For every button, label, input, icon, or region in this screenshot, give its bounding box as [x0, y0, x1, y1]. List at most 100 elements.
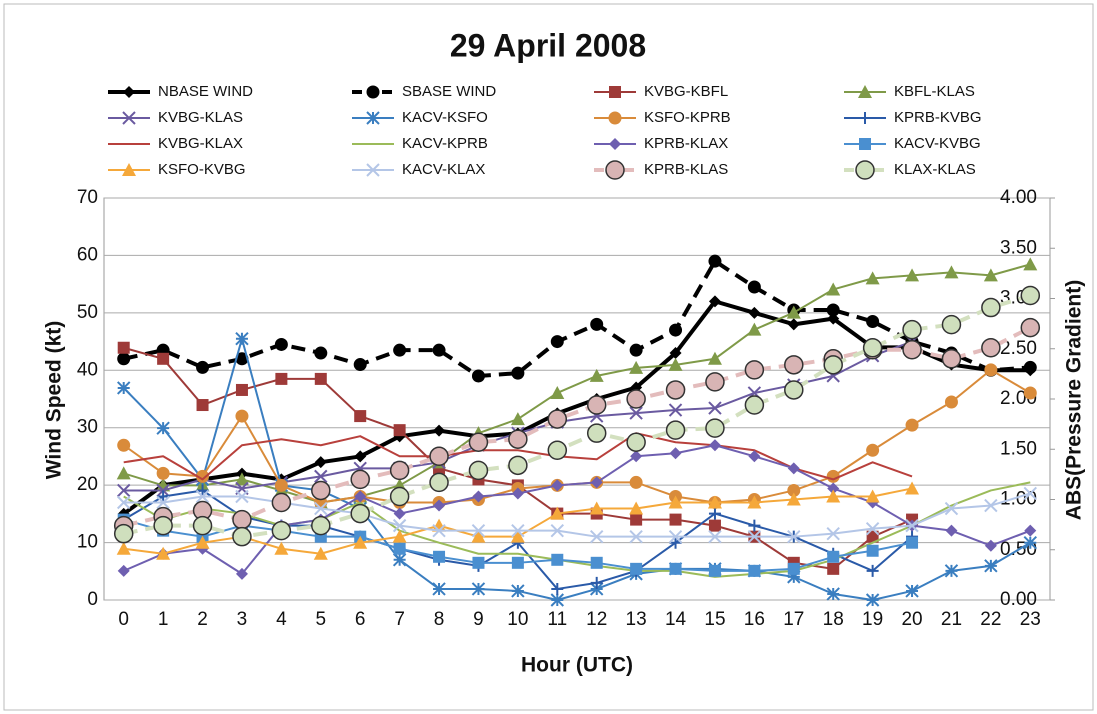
legend-label: KVBG-KLAX [158, 135, 243, 152]
marker [827, 550, 840, 563]
marker [550, 506, 565, 520]
legend-label: KACV-KVBG [894, 135, 981, 152]
marker [117, 438, 131, 452]
series-line [123, 259, 1031, 379]
x-tick-label: 22 [980, 609, 1001, 630]
marker [787, 570, 801, 584]
marker [609, 138, 621, 150]
marker [629, 529, 643, 544]
marker [232, 509, 252, 530]
marker [590, 582, 604, 596]
marker [626, 389, 646, 409]
marker [827, 562, 840, 575]
y2-tick-label: 0.00 [1000, 589, 1037, 610]
x-tick-label: 23 [1020, 609, 1041, 630]
marker [823, 355, 843, 375]
legend-label: KSFO-KPRB [644, 109, 731, 126]
legend-label: KACV-KPRB [402, 135, 488, 152]
marker [609, 86, 621, 98]
marker [116, 466, 131, 480]
y2-tick-label: 4.00 [1000, 187, 1037, 208]
marker [941, 314, 962, 335]
marker [590, 576, 603, 589]
marker [866, 564, 879, 577]
x-tick-label: 1 [158, 609, 169, 630]
marker [508, 429, 528, 449]
marker [708, 295, 721, 308]
marker [705, 372, 725, 392]
marker [550, 523, 564, 538]
x-tick-label: 20 [901, 609, 922, 630]
marker [708, 507, 721, 520]
marker [707, 495, 722, 509]
marker [350, 469, 370, 490]
marker [117, 495, 131, 510]
marker [944, 265, 959, 279]
x-tick-label: 13 [626, 609, 647, 630]
marker [748, 564, 761, 577]
marker [668, 529, 683, 544]
marker [744, 360, 765, 380]
marker [787, 318, 800, 331]
legend-label: KLAX-KLAS [894, 161, 976, 178]
x-tick-label: 7 [394, 609, 405, 630]
marker [429, 446, 449, 467]
marker [855, 160, 875, 180]
marker [433, 424, 446, 437]
marker [859, 112, 871, 124]
marker [1023, 536, 1037, 550]
legend-label: NBASE WIND [158, 83, 253, 100]
marker [393, 542, 406, 555]
marker [984, 498, 998, 513]
marker [784, 355, 804, 375]
y-tick-label: 30 [77, 417, 98, 438]
marker [157, 490, 170, 503]
marker [858, 85, 872, 98]
marker [862, 337, 883, 358]
marker [669, 513, 682, 526]
legend-label: KPRB-KVBG [894, 109, 982, 126]
marker [747, 495, 762, 509]
marker [117, 483, 131, 498]
marker [547, 409, 568, 429]
y-tick-label: 70 [77, 187, 98, 208]
chart-title: 29 April 2008 [450, 27, 646, 63]
marker [906, 536, 919, 549]
marker [116, 541, 131, 555]
marker [551, 479, 564, 492]
x-tick-label: 0 [118, 609, 129, 630]
marker [905, 518, 919, 533]
x-tick-label: 6 [355, 609, 366, 630]
marker [669, 347, 682, 360]
marker [471, 529, 486, 543]
marker [905, 584, 919, 598]
marker [586, 395, 607, 415]
marker [826, 489, 841, 503]
legend-label: KACV-KSFO [402, 109, 488, 126]
y-tick-label: 20 [77, 474, 98, 495]
marker [984, 363, 998, 377]
y-tick-label: 10 [77, 532, 98, 553]
marker [353, 358, 367, 372]
x-tick-label: 19 [862, 609, 883, 630]
marker [827, 482, 840, 495]
marker [866, 314, 880, 328]
marker [471, 582, 486, 596]
marker [232, 526, 252, 547]
marker [1023, 257, 1038, 271]
marker [629, 343, 643, 357]
marker [392, 529, 407, 543]
marker [550, 335, 564, 349]
marker [314, 456, 327, 469]
marker [605, 160, 625, 180]
y-axis-title: Wind Speed (kt) [43, 321, 66, 479]
marker [859, 138, 871, 150]
marker [902, 319, 922, 340]
marker [117, 381, 131, 395]
marker [550, 593, 564, 607]
marker [195, 489, 210, 504]
legend-label: KVBG-KBFL [644, 83, 728, 100]
marker [984, 559, 998, 573]
series-line [122, 337, 1031, 601]
marker [432, 343, 446, 357]
